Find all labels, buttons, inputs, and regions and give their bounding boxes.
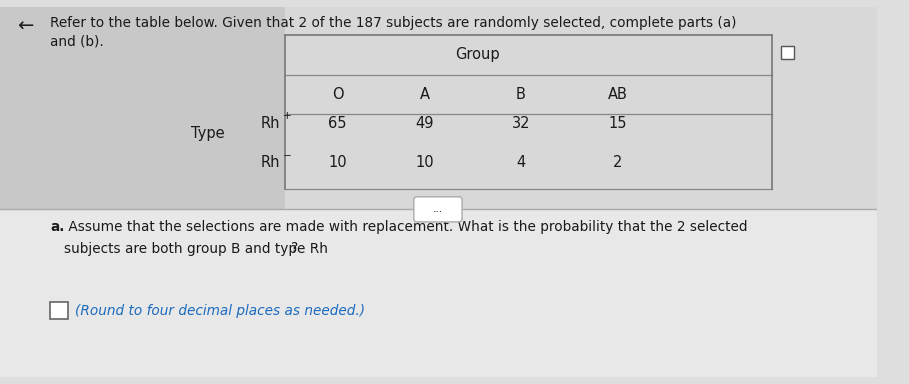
- Text: Rh: Rh: [261, 116, 280, 131]
- Text: +: +: [283, 111, 291, 121]
- Text: ?: ?: [291, 241, 298, 255]
- Text: 10: 10: [328, 155, 347, 170]
- Text: 32: 32: [512, 116, 530, 131]
- Text: 15: 15: [608, 116, 626, 131]
- Text: O: O: [332, 87, 344, 102]
- Bar: [0, 209, 877, 377]
- Text: 49: 49: [415, 116, 434, 131]
- Text: Assume that the selections are made with replacement. What is the probability th: Assume that the selections are made with…: [64, 220, 747, 256]
- Text: AB: AB: [607, 87, 627, 102]
- FancyBboxPatch shape: [414, 197, 462, 222]
- Text: 2: 2: [613, 155, 622, 170]
- Bar: [0, 7, 877, 209]
- Text: 65: 65: [328, 116, 347, 131]
- Bar: [0, 7, 285, 209]
- Text: 4: 4: [516, 155, 525, 170]
- Text: Group: Group: [455, 46, 500, 61]
- Text: ...: ...: [433, 204, 443, 214]
- Text: a.: a.: [50, 220, 65, 234]
- Text: A: A: [419, 87, 429, 102]
- Text: Type: Type: [191, 126, 225, 141]
- Bar: [782, 46, 794, 59]
- Text: 10: 10: [415, 155, 434, 170]
- Text: (Round to four decimal places as needed.): (Round to four decimal places as needed.…: [75, 304, 365, 318]
- Text: ←: ←: [17, 17, 34, 35]
- Text: B: B: [516, 87, 526, 102]
- Text: Refer to the table below. Given that 2 of the 187 subjects are randomly selected: Refer to the table below. Given that 2 o…: [50, 17, 736, 49]
- Text: Rh: Rh: [261, 155, 280, 170]
- Bar: [50, 302, 67, 319]
- Text: −: −: [283, 151, 292, 161]
